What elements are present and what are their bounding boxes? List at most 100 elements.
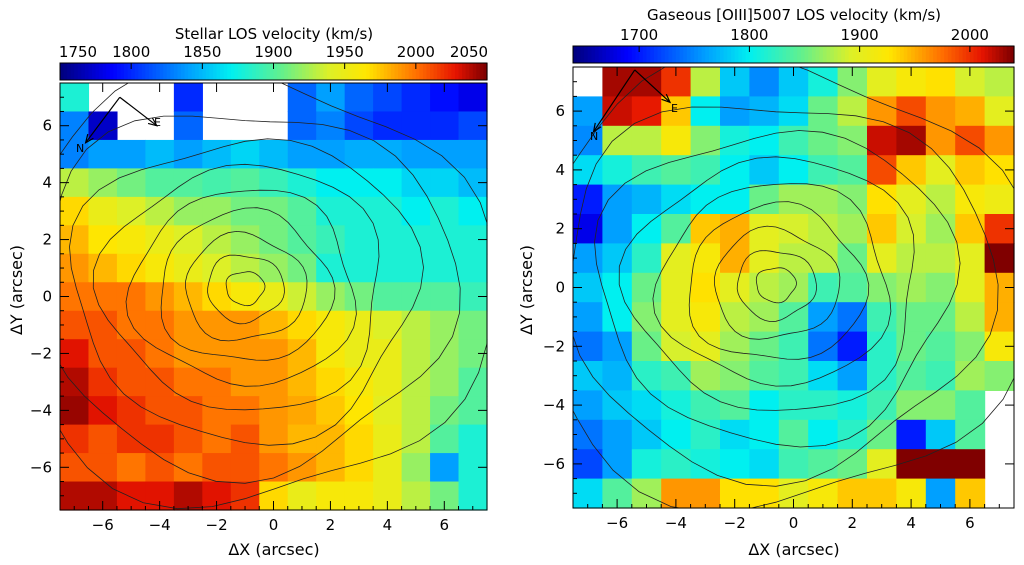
x-tick-label: −2: [206, 516, 228, 534]
heatmap-cell: [60, 481, 90, 511]
heatmap-cell: [259, 396, 289, 426]
heatmap-cell: [837, 155, 868, 186]
colorbar-segment: [973, 46, 978, 63]
colorbar-segment: [716, 46, 721, 63]
heatmap-cell: [173, 396, 203, 426]
heatmap-cell: [458, 481, 488, 511]
colorbar-segment: [999, 46, 1004, 63]
heatmap-cell: [602, 449, 633, 480]
heatmap-cell: [661, 243, 692, 274]
colorbar-segment: [362, 63, 367, 80]
heatmap-cell: [925, 67, 956, 97]
heatmap-cell: [661, 331, 692, 362]
heatmap-cell: [202, 139, 232, 169]
heatmap-cell: [430, 168, 460, 198]
heatmap-cell: [720, 96, 750, 127]
heatmap-cell: [749, 302, 780, 333]
heatmap-cell: [401, 83, 431, 113]
heatmap-cell: [458, 83, 488, 113]
heatmap-cell: [430, 367, 460, 397]
heatmap-cell: [837, 125, 868, 156]
colorbar-segment: [848, 46, 853, 63]
x-tick-label: 6: [965, 514, 975, 532]
colorbar-segment: [305, 63, 310, 80]
contour-line: [736, 250, 817, 323]
colorbar-segment: [77, 63, 82, 80]
heatmap-cell: [145, 453, 175, 483]
colorbar-segment: [398, 63, 403, 80]
colorbar-segment: [166, 63, 171, 80]
heatmap-cell: [690, 184, 721, 215]
colorbar-segment: [422, 63, 428, 80]
contour-line: [69, 138, 424, 446]
colorbar-segment: [430, 63, 435, 80]
colorbar-segment: [694, 46, 699, 63]
colorbar-segment: [102, 63, 107, 80]
heatmap-cell: [631, 125, 662, 156]
intensity-contours: [573, 67, 1014, 508]
heatmap-cell: [145, 196, 175, 226]
heatmap-cell: [60, 310, 90, 340]
colorbar-segment: [958, 46, 964, 63]
heatmap-cell: [430, 111, 460, 141]
colorbar-segment: [731, 46, 736, 63]
colorbar-segment: [775, 46, 780, 63]
heatmap-cell: [287, 481, 317, 511]
heatmap-cell: [778, 243, 809, 274]
colorbar-segment: [889, 46, 894, 63]
colorbar-segment: [88, 63, 93, 80]
x-axis-label: ΔX (arcsec): [228, 540, 319, 559]
colorbar-segment: [672, 46, 677, 63]
heatmap-cell: [230, 282, 260, 312]
colorbar-segment: [120, 63, 125, 80]
colorbar-segment: [753, 46, 758, 63]
compass-arrow-head: [84, 133, 94, 145]
heatmap-cell: [401, 310, 431, 340]
heatmap-cell: [955, 449, 986, 480]
colorbar-segment: [980, 46, 986, 63]
heatmap-cell: [259, 453, 289, 483]
heatmap-cell: [749, 419, 780, 450]
heatmap-cell: [202, 225, 232, 255]
colorbar-segment: [929, 46, 934, 63]
heatmap-cell: [259, 310, 289, 340]
heatmap-cell: [690, 361, 721, 391]
colorbar-segment: [188, 63, 193, 80]
contour-line: [125, 189, 357, 387]
x-tick-label: −6: [606, 514, 628, 532]
colorbar-segment: [106, 63, 111, 80]
colorbar-segment: [156, 63, 161, 80]
y-axis-label: ΔY (arcsec): [7, 245, 26, 335]
colorbar-segment: [808, 46, 813, 63]
heatmap-cell: [430, 396, 460, 426]
colorbar-segment: [650, 46, 655, 63]
colorbar-segment: [826, 46, 831, 63]
heatmap-cell: [631, 302, 662, 333]
compass-arrows: N E: [590, 69, 678, 143]
heatmap-cell: [373, 253, 403, 283]
heatmap-cell: [631, 419, 662, 450]
heatmap-cell: [259, 253, 289, 283]
compass-east-arrow: [119, 96, 158, 127]
colorbar-segment: [366, 63, 371, 80]
heatmap-cell: [287, 196, 317, 226]
contour-line: [160, 207, 336, 361]
colorbar-segment: [266, 63, 271, 80]
colorbar-segment: [451, 63, 456, 80]
colorbar-segment: [620, 46, 626, 63]
heatmap-cell: [259, 424, 289, 454]
heatmap-cell: [837, 96, 868, 127]
colorbar-segment: [944, 46, 949, 63]
heatmap-cell: [202, 253, 232, 283]
colorbar-segment: [995, 46, 1000, 63]
heatmap-cell: [401, 453, 431, 483]
heatmap-cell: [287, 111, 317, 141]
colorbar-segment: [778, 46, 784, 63]
colorbar-segment: [262, 63, 267, 80]
colorbar-segment: [782, 46, 787, 63]
colorbar-segment: [337, 63, 342, 80]
heatmap-cell: [808, 361, 839, 391]
heatmap-cell: [230, 225, 260, 255]
heatmap-cell: [287, 424, 317, 454]
heatmap-cell: [690, 155, 721, 186]
